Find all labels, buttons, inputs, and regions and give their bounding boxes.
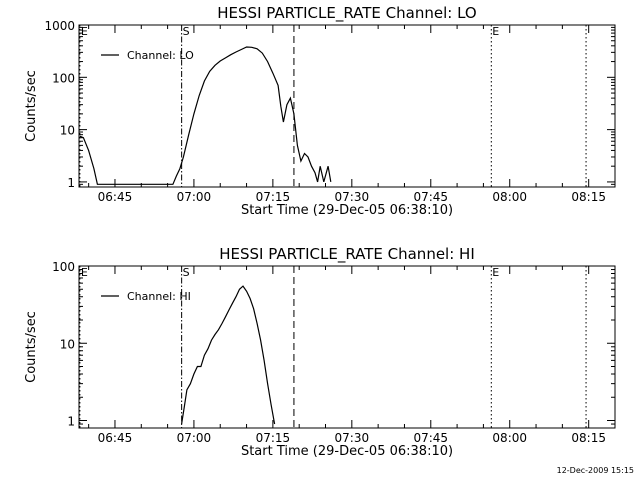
y-tick-label: 1: [67, 176, 75, 190]
series-line: [79, 46, 332, 185]
event-marker-label: E: [81, 266, 88, 279]
chart-title: HESSI PARTICLE_RATE Channel: HI: [219, 245, 475, 264]
y-tick-label: 100: [52, 260, 75, 274]
event-marker-label: E: [492, 266, 499, 279]
x-tick-label: 08:00: [492, 190, 527, 204]
x-tick-label: 07:00: [177, 431, 212, 445]
legend-label: Channel: HI: [127, 290, 191, 303]
chart-title: HESSI PARTICLE_RATE Channel: LO: [217, 4, 476, 23]
x-tick-label: 06:45: [98, 431, 133, 445]
y-tick-label: 1000: [44, 19, 75, 33]
x-tick-label: 07:45: [413, 190, 448, 204]
legend: Channel: HI: [101, 290, 191, 303]
y-tick-label: 10: [60, 124, 75, 138]
event-marker-label: S: [183, 266, 190, 279]
x-tick-label: 07:45: [413, 431, 448, 445]
event-marker-label: S: [183, 25, 190, 38]
y-tick-label: 100: [52, 71, 75, 85]
chart-panel-1: HESSI PARTICLE_RATE Channel: HI 06:45 07:0…: [24, 245, 616, 459]
x-tick-label: 08:00: [492, 431, 527, 445]
x-tick-label: 08:15: [571, 431, 606, 445]
legend: Channel: LO: [101, 49, 194, 62]
y-axis-label: Counts/sec: [24, 70, 39, 142]
x-tick-label: 08:15: [571, 190, 606, 204]
x-tick-label: 07:30: [335, 190, 370, 204]
plot-frame: [78, 24, 616, 188]
x-axis-label: Start Time (29-Dec-05 06:38:10): [241, 203, 453, 218]
x-tick-label: 07:00: [177, 190, 212, 204]
x-tick-label: 06:45: [98, 190, 133, 204]
x-tick-label: 07:30: [335, 431, 370, 445]
x-tick-label: 07:15: [256, 431, 291, 445]
footer-timestamp: 12-Dec-2009 15:15: [556, 466, 634, 475]
x-tick-label: 07:15: [256, 190, 291, 204]
y-tick-label: 1: [67, 415, 75, 429]
series-line: [181, 285, 276, 425]
x-axis-label: Start Time (29-Dec-05 06:38:10): [241, 444, 453, 459]
event-marker-label: E: [492, 25, 499, 38]
y-axis-label: Counts/sec: [24, 311, 39, 383]
legend-label: Channel: LO: [127, 49, 194, 62]
event-marker-label: E: [81, 25, 88, 38]
chart-panel-0: HESSI PARTICLE_RATE Channel: LO 06:45 07:0…: [24, 4, 616, 218]
y-tick-label: 10: [60, 337, 75, 351]
